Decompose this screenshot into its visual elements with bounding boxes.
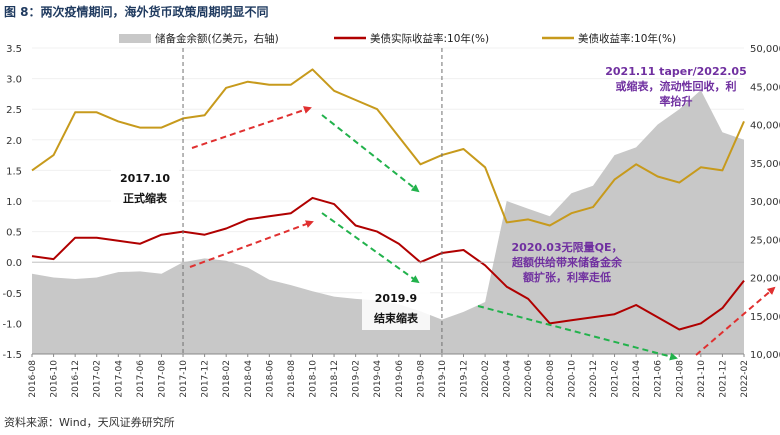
- x-tick-label: 2019-06: [395, 360, 405, 398]
- x-tick-label: 2020-10: [567, 360, 577, 398]
- x-tick-label: 2017-06: [136, 360, 146, 398]
- series-line-real-yield: [31, 196, 745, 331]
- left-tick-label: 2.5: [6, 105, 22, 116]
- left-tick-label: 0.0: [6, 258, 22, 269]
- trend-arrows: [189, 106, 776, 361]
- x-tick-label: 2017-10: [179, 360, 189, 398]
- annotation-covid: 2020.03无限量QE，: [512, 240, 623, 254]
- left-tick-label: 0.5: [6, 228, 22, 239]
- legend: 储备金余额(亿美元，右轴) 美债实际收益率:10年(%) 美债收益率:10年(%): [119, 32, 676, 45]
- x-tick-label: 2019-12: [460, 360, 470, 398]
- x-tick-label: 2021-08: [675, 360, 685, 398]
- right-tick-label: 40,000: [750, 121, 780, 132]
- legend-label-reserves: 储备金余额(亿美元，右轴): [155, 32, 279, 45]
- x-tick-label: 2020-04: [503, 360, 513, 398]
- legend-label-real-yield: 美债实际收益率:10年(%): [370, 32, 489, 45]
- right-tick-label: 30,000: [750, 197, 780, 208]
- x-tick-label: 2019-08: [416, 360, 426, 398]
- x-tick-label: 2021-04: [632, 360, 642, 398]
- x-tick-label: 2020-06: [524, 360, 534, 398]
- arrow-red-up-nominal: [191, 106, 312, 149]
- x-tick-label: 2016-08: [28, 360, 38, 398]
- left-tick-label: 3.0: [6, 75, 22, 86]
- label-taper-end-text: 2019.9: [375, 292, 417, 305]
- label-taper-end-text: 结束缩表: [373, 311, 419, 325]
- arrow-red-up-taper: [695, 286, 776, 356]
- arrow-green-down-nominal: [321, 114, 420, 193]
- right-tick-label: 25,000: [750, 235, 780, 246]
- x-tick-label: 2020-12: [589, 360, 599, 398]
- left-tick-label: 1.0: [6, 197, 22, 208]
- x-tick-label: 2020-02: [481, 360, 491, 398]
- x-tick-label: 2018-06: [265, 360, 275, 398]
- x-tick-label: 2017-12: [201, 360, 211, 398]
- arrow-red-up-real: [189, 220, 314, 268]
- figure-title: 图 8：两次疫情期间，海外货币政策周期明显不同: [4, 5, 269, 19]
- left-tick-label: -1.5: [2, 350, 22, 361]
- x-tick-label: 2021-10: [697, 360, 707, 398]
- right-tick-label: 35,000: [750, 159, 780, 170]
- x-tick-label: 2017-08: [157, 360, 167, 398]
- x-tick-label: 2018-08: [287, 360, 297, 398]
- left-tick-label: 2.0: [6, 136, 22, 147]
- x-tick-label: 2020-08: [546, 360, 556, 398]
- legend-label-nominal-yield: 美债收益率:10年(%): [578, 32, 676, 45]
- arrow-green-down-covid: [477, 305, 678, 361]
- x-tick-label: 2018-04: [244, 360, 254, 398]
- right-tick-label: 15,000: [750, 312, 780, 323]
- annotations: 2017.10 正式缩表 2019.9 结束缩表 2020.03无限量QE，超额供给带来…: [111, 65, 747, 330]
- x-tick-label: 2019-02: [352, 360, 362, 398]
- x-tick-label: 2022-02: [740, 360, 750, 398]
- left-tick-label: 3.5: [6, 44, 22, 55]
- label-taper-start-box: [111, 166, 179, 210]
- x-tick-label: 2018-12: [330, 360, 340, 398]
- annotation-taper: 2021.11 taper/2022.05: [605, 65, 747, 78]
- label-taper-start-text: 2017.10: [120, 172, 170, 185]
- annotation-covid: 超额供给带来储备金余: [511, 255, 623, 269]
- annotation-taper: 或缩表，流动性回收，利: [616, 79, 737, 93]
- annotation-taper: 率抬升: [660, 94, 693, 108]
- x-tick-label: 2016-12: [71, 360, 81, 398]
- right-tick-label: 20,000: [750, 274, 780, 285]
- reserves-area-layer: [32, 90, 744, 354]
- annotation-covid: 额扩张，利率走低: [523, 270, 611, 284]
- right-tick-label: 45,000: [750, 82, 780, 93]
- x-tick-label: 2021-02: [611, 360, 621, 398]
- x-tick-label: 2018-02: [222, 360, 232, 398]
- label-taper-end-box: [362, 286, 430, 330]
- axes: -1.5 -1.0 -0.5 0.0 0.5 1.0 1.5 2.0 2.5 3.0 3.5 10,0…: [2, 44, 780, 398]
- x-tick-label: 2021-06: [654, 360, 664, 398]
- x-tick-label: 2019-10: [438, 360, 448, 398]
- x-tick-label: 2021-12: [718, 360, 728, 398]
- x-tick-label: 2017-02: [93, 360, 103, 398]
- x-tick-label: 2016-10: [50, 360, 60, 398]
- right-tick-label: 50,000: [750, 44, 780, 55]
- figure-source: 资料来源：Wind，天风证券研究所: [4, 416, 175, 429]
- series-area-reserves: [32, 90, 744, 354]
- x-tick-label: 2019-04: [373, 360, 383, 398]
- x-tick-label: 2017-04: [114, 360, 124, 398]
- right-tick-label: 10,000: [750, 350, 780, 361]
- left-tick-label: 1.5: [6, 166, 22, 177]
- left-tick-label: -1.0: [2, 319, 22, 330]
- x-tick-label: 2018-10: [308, 360, 318, 398]
- legend-swatch-reserves: [119, 34, 151, 43]
- label-taper-start-text: 正式缩表: [123, 191, 168, 205]
- event-vlines: [182, 48, 443, 354]
- line-series-layer: [31, 68, 745, 331]
- left-tick-label: -0.5: [2, 289, 22, 300]
- series-line-nominal-yield: [31, 68, 745, 227]
